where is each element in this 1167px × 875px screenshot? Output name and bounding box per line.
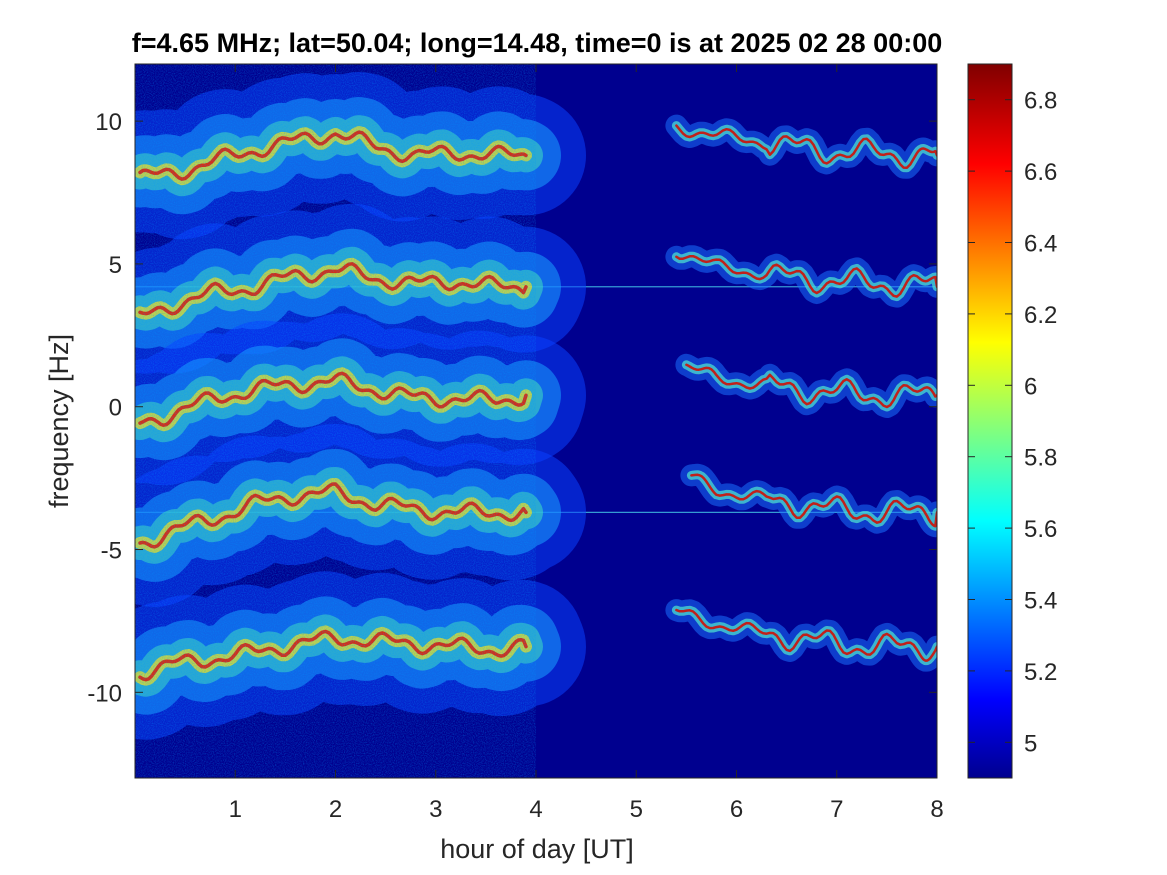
colorbar-tick-label: 6: [1024, 373, 1037, 400]
x-tick-label: 3: [429, 796, 442, 823]
colorbar-gradient: [968, 64, 1012, 778]
colorbar-border: [967, 63, 1013, 779]
colorbar-tick-label: 5.2: [1024, 659, 1057, 686]
colorbar-tick-label: 5.6: [1024, 516, 1057, 543]
plot-area: [134, 63, 938, 779]
trace-core: [675, 124, 937, 170]
x-tick-label: 6: [730, 796, 743, 823]
colorbar-tick-label: 6.4: [1024, 231, 1057, 258]
trace-core: [685, 363, 937, 409]
y-tick-label: 5: [109, 252, 122, 279]
trace-core: [690, 473, 937, 528]
y-tick-label: -5: [101, 538, 122, 565]
colorbar-tick-label: 5.8: [1024, 445, 1057, 472]
noise-texture: [135, 64, 536, 778]
colorbar: 5 5.2 5.4 5.6 5.8 6 6.2 6.4 6.6 6.8: [967, 63, 1057, 779]
x-tick-label: 5: [630, 796, 643, 823]
colorbar-ticks: 5 5.2 5.4 5.6 5.8 6 6.2 6.4 6.6 6.8: [968, 88, 1057, 757]
trace-core: [675, 608, 937, 662]
x-axis-label: hour of day [UT]: [440, 834, 634, 864]
x-tick-label: 8: [930, 796, 943, 823]
spectrogram-content: [135, 64, 937, 778]
y-tick-label: 0: [109, 395, 122, 422]
x-tick-label: 1: [229, 796, 242, 823]
y-tick-label: 10: [95, 109, 122, 136]
y-axis: -10 -5 0 5 10: [87, 109, 937, 707]
y-axis-label: frequency [Hz]: [44, 334, 74, 508]
colorbar-tick-label: 6.8: [1024, 88, 1057, 115]
x-tick-label: 4: [529, 796, 542, 823]
x-tick-label: 7: [830, 796, 843, 823]
colorbar-tick-label: 5.4: [1024, 588, 1057, 615]
x-axis: 1 2 3 4 5 6 7 8: [229, 64, 944, 823]
colorbar-tick-label: 6.6: [1024, 159, 1057, 186]
y-tick-label: -10: [87, 680, 122, 707]
x-tick-label: 2: [329, 796, 342, 823]
colorbar-tick-label: 5: [1024, 730, 1037, 757]
colorbar-tick-label: 6.2: [1024, 302, 1057, 329]
trace-core: [675, 254, 937, 298]
chart-title: f=4.65 MHz; lat=50.04; long=14.48, time=…: [132, 28, 942, 58]
